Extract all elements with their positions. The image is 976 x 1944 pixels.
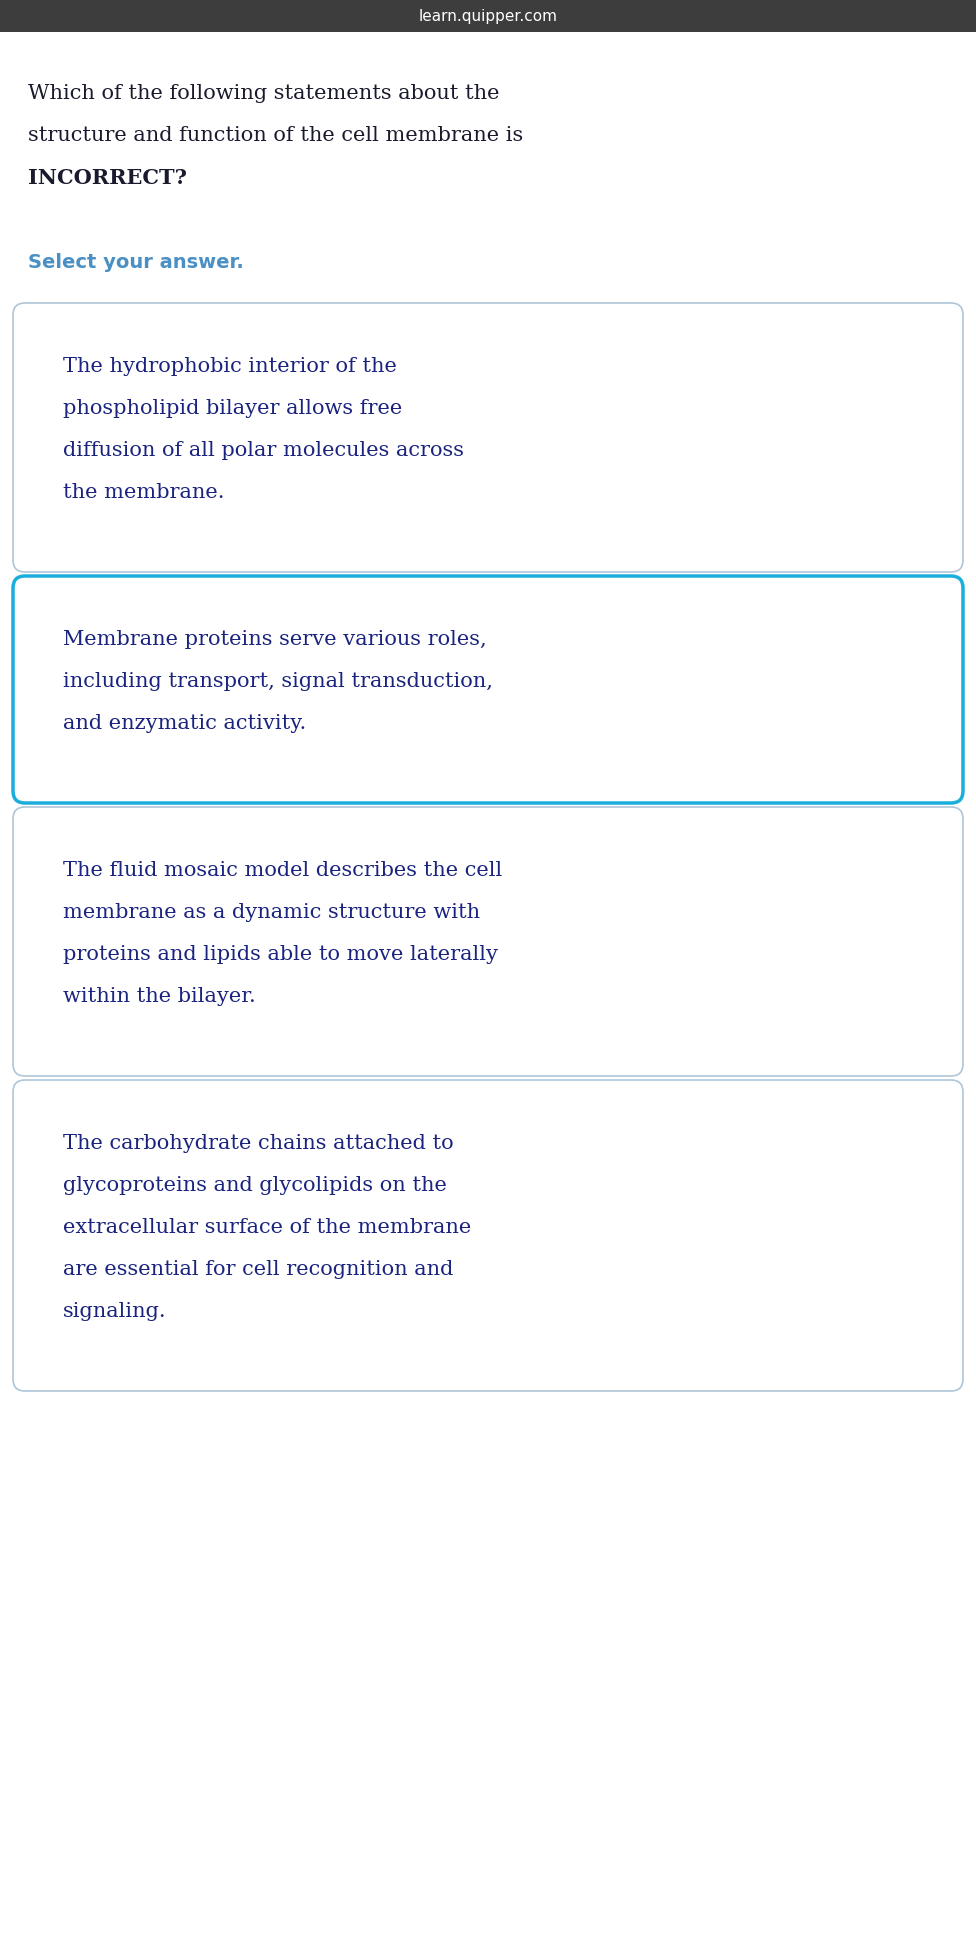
Text: diffusion of all polar molecules across: diffusion of all polar molecules across	[63, 441, 464, 461]
Text: The hydrophobic interior of the: The hydrophobic interior of the	[63, 358, 397, 375]
Text: The fluid mosaic model describes the cell: The fluid mosaic model describes the cel…	[63, 861, 503, 881]
FancyBboxPatch shape	[13, 1081, 963, 1392]
Text: within the bilayer.: within the bilayer.	[63, 988, 256, 1005]
Text: Select your answer.: Select your answer.	[28, 253, 244, 272]
Text: signaling.: signaling.	[63, 1302, 167, 1322]
FancyBboxPatch shape	[13, 303, 963, 572]
Text: structure and function of the cell membrane is: structure and function of the cell membr…	[28, 126, 523, 146]
Text: Which of the following statements about the: Which of the following statements about …	[28, 84, 500, 103]
Text: the membrane.: the membrane.	[63, 482, 224, 502]
FancyBboxPatch shape	[13, 575, 963, 803]
Text: proteins and lipids able to move laterally: proteins and lipids able to move lateral…	[63, 945, 498, 964]
Text: are essential for cell recognition and: are essential for cell recognition and	[63, 1260, 454, 1279]
Text: extracellular surface of the membrane: extracellular surface of the membrane	[63, 1219, 471, 1236]
Text: phospholipid bilayer allows free: phospholipid bilayer allows free	[63, 399, 402, 418]
Text: and enzymatic activity.: and enzymatic activity.	[63, 713, 306, 733]
FancyBboxPatch shape	[13, 807, 963, 1075]
Text: INCORRECT?: INCORRECT?	[28, 167, 187, 189]
Text: learn.quipper.com: learn.quipper.com	[419, 8, 557, 23]
Text: including transport, signal transduction,: including transport, signal transduction…	[63, 673, 493, 690]
FancyBboxPatch shape	[0, 0, 976, 31]
Text: The carbohydrate chains attached to: The carbohydrate chains attached to	[63, 1133, 454, 1153]
Text: Membrane proteins serve various roles,: Membrane proteins serve various roles,	[63, 630, 487, 649]
Text: membrane as a dynamic structure with: membrane as a dynamic structure with	[63, 904, 480, 921]
Text: glycoproteins and glycolipids on the: glycoproteins and glycolipids on the	[63, 1176, 447, 1196]
